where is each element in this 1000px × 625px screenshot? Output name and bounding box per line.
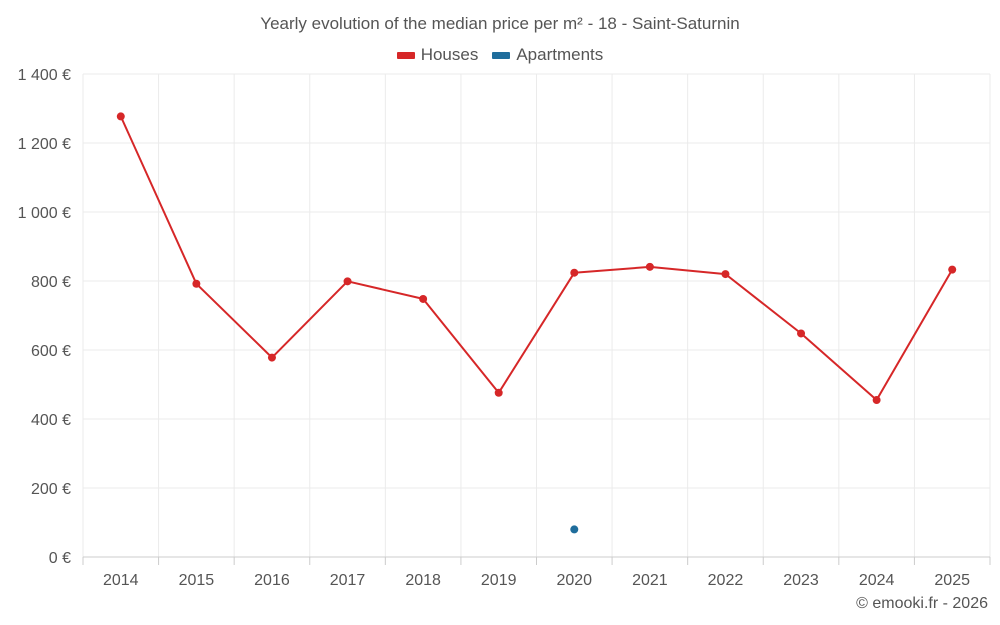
x-tick-label: 2024 bbox=[859, 572, 895, 589]
x-tick-label: 2017 bbox=[330, 572, 366, 589]
grid-layer bbox=[83, 74, 990, 557]
data-point-houses bbox=[570, 269, 578, 277]
x-tick-label: 2018 bbox=[405, 572, 441, 589]
data-point-houses bbox=[948, 266, 956, 274]
y-tick-label: 200 € bbox=[31, 481, 71, 498]
x-tick-label: 2022 bbox=[708, 572, 744, 589]
y-tick-label: 800 € bbox=[31, 274, 71, 291]
data-point-houses bbox=[873, 396, 881, 404]
axis-layer: 0 € 200 € 400 € 600 € 800 € 1 000 € 1 200 € 1 4… bbox=[18, 67, 990, 589]
x-tick-label: 2025 bbox=[934, 572, 970, 589]
data-point-houses bbox=[344, 277, 352, 285]
x-tick-label: 2016 bbox=[254, 572, 290, 589]
chart-plot: 0 € 200 € 400 € 600 € 800 € 1 000 € 1 200 € 1 4… bbox=[0, 0, 1000, 625]
y-tick-label: 400 € bbox=[31, 412, 71, 429]
x-tick-label: 2014 bbox=[103, 572, 139, 589]
data-point-houses bbox=[117, 112, 125, 120]
x-tick-label: 2015 bbox=[179, 572, 215, 589]
x-tick-label: 2021 bbox=[632, 572, 668, 589]
y-tick-label: 600 € bbox=[31, 343, 71, 360]
x-tick-label: 2019 bbox=[481, 572, 517, 589]
y-tick-label: 1 200 € bbox=[18, 136, 71, 153]
x-tick-label: 2023 bbox=[783, 572, 819, 589]
data-point-houses bbox=[192, 280, 200, 288]
y-tick-label: 0 € bbox=[49, 550, 71, 567]
data-point-houses bbox=[495, 389, 503, 397]
x-tick-label: 2020 bbox=[556, 572, 592, 589]
credit-text: © emooki.fr - 2026 bbox=[856, 595, 988, 613]
data-point-houses bbox=[797, 329, 805, 337]
data-point-houses bbox=[646, 263, 654, 271]
data-point-apartments bbox=[570, 525, 578, 533]
y-tick-label: 1 400 € bbox=[18, 67, 71, 84]
y-tick-label: 1 000 € bbox=[18, 205, 71, 222]
data-point-houses bbox=[419, 295, 427, 303]
data-point-houses bbox=[268, 354, 276, 362]
data-point-houses bbox=[721, 270, 729, 278]
